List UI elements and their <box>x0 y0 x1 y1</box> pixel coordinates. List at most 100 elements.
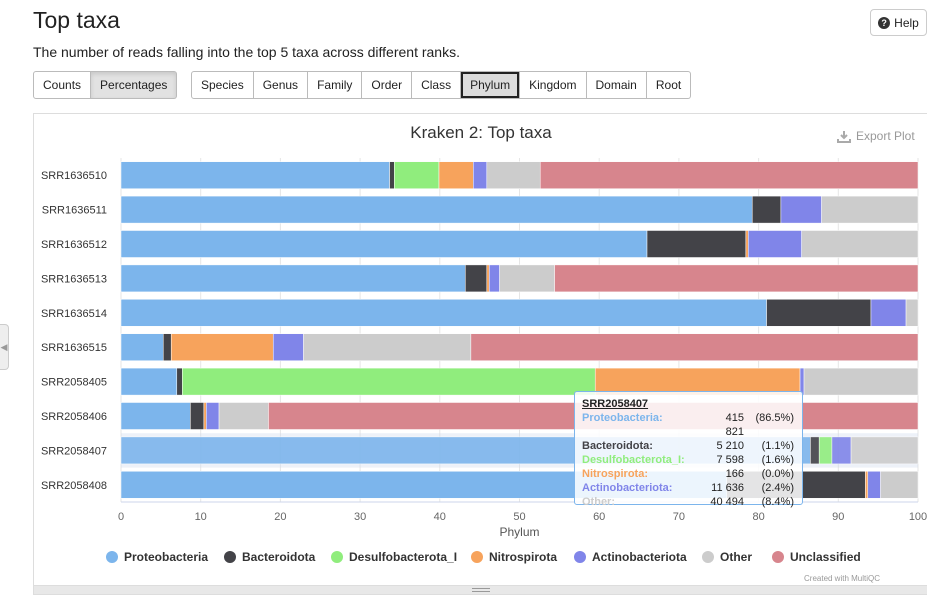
tooltip-series-percent: (86.5%) <box>755 412 794 424</box>
bar-other-srr1636512 <box>801 230 919 258</box>
plot-container: SRR1636510 SRR1636511 SRR1636512 SRR1636513… <box>33 113 927 595</box>
x-tick-label: 100 <box>909 511 927 523</box>
tooltip-series-percent: (2.4%) <box>761 482 794 494</box>
legend-item[interactable]: Nitrospirota <box>489 550 557 564</box>
legend-item[interactable]: Proteobacteria <box>124 550 208 564</box>
tooltip-series-value: 166 <box>725 468 744 480</box>
bar-bacteroidota-srr1636512 <box>646 230 747 258</box>
bar-nitrospirota-srr1636515 <box>170 333 274 361</box>
legend-item[interactable]: Actinobacteriota <box>592 550 687 564</box>
bar-bacteroidota-srr1636515 <box>162 333 172 361</box>
tooltip-series-name: Nitrospirota: <box>582 468 648 480</box>
x-tick-label: 10 <box>195 511 207 523</box>
tooltip-row: Desulfobacterota_I: 7 598 (1.6%) <box>582 453 796 467</box>
tooltip-series-name: Bacteroidota: <box>582 440 653 452</box>
help-button[interactable]: ? Help <box>870 9 927 36</box>
tooltip-series-value: 5 210 <box>716 440 744 452</box>
counts-button[interactable]: Counts <box>33 71 92 99</box>
legend-marker <box>702 551 714 563</box>
y-tick-label: SRR2058408 <box>41 480 107 492</box>
legend-item[interactable]: Other <box>720 550 752 564</box>
bar-proteobacteria-srr2058406 <box>120 402 191 430</box>
legend-item[interactable]: Desulfobacterota_I <box>349 550 457 564</box>
y-tick-label: SRR1636515 <box>41 342 107 354</box>
mode-toggle-group: Counts Percentages <box>33 71 178 99</box>
export-plot-button[interactable]: Export Plot <box>837 129 915 143</box>
x-tick-label: 60 <box>593 511 605 523</box>
bar-other-srr2058405 <box>803 367 919 396</box>
credit-text: Created with MultiQC <box>804 574 881 583</box>
bar-unclassified-srr1636515 <box>470 333 919 361</box>
bar-other-srr2058407 <box>850 436 919 465</box>
x-tick-label: 90 <box>832 511 844 523</box>
rank-class-button[interactable]: Class <box>412 71 462 99</box>
bar-nitrospirota-srr1636510 <box>438 161 474 189</box>
bar-proteobacteria-srr1636511 <box>120 195 753 224</box>
legend-marker <box>224 551 236 563</box>
section-description: The number of reads falling into the top… <box>33 44 460 60</box>
legend-item[interactable]: Unclassified <box>790 550 861 564</box>
bar-bacteroidota-srr1636513 <box>465 264 488 293</box>
tooltip-series-percent: (1.1%) <box>761 440 794 452</box>
bar-desulfobacterota-i-srr1636510 <box>394 161 440 189</box>
rank-kingdom-button[interactable]: Kingdom <box>520 71 587 99</box>
bar-bacteroidota-srr2058405 <box>176 367 183 396</box>
rank-species-button[interactable]: Species <box>191 71 254 99</box>
export-plot-label: Export Plot <box>856 129 915 143</box>
tooltip-series-value: 40 494 <box>710 496 744 508</box>
y-tick-label: SRR1636513 <box>41 273 107 285</box>
help-label: Help <box>894 15 919 30</box>
bar-bacteroidota-srr1636510 <box>389 161 395 189</box>
bar-actinobacteriota-srr1636512 <box>747 230 802 258</box>
chart-tooltip: SRR2058407 Proteobacteria: 415 821 (86.5%)… <box>574 391 803 508</box>
x-tick-label: 30 <box>354 511 366 523</box>
percentages-button[interactable]: Percentages <box>91 71 178 99</box>
rank-genus-button[interactable]: Genus <box>253 71 309 99</box>
bar-nitrospirota-srr2058406 <box>203 402 207 430</box>
tooltip-series-name: Desulfobacterota_I: <box>582 454 685 466</box>
bar-other-srr1636513 <box>499 264 555 293</box>
x-tick-label: 80 <box>752 511 764 523</box>
rank-domain-button[interactable]: Domain <box>586 71 647 99</box>
tooltip-series-value: 7 598 <box>716 454 744 466</box>
y-tick-label: SRR2058406 <box>41 411 107 423</box>
rank-root-button[interactable]: Root <box>646 71 692 99</box>
x-tick-label: 50 <box>513 511 525 523</box>
bar-nitrospirota-srr2058405 <box>594 367 801 396</box>
bar-nitrospirota-srr2058408 <box>865 471 869 499</box>
tooltip-title: SRR2058407 <box>582 398 649 410</box>
tooltip-series-percent: (8.4%) <box>761 496 794 508</box>
tooltip-row: Nitrospirota: 166 (0.0%) <box>582 467 796 481</box>
bar-proteobacteria-srr1636510 <box>120 161 390 189</box>
bar-nitrospirota-srr1636513 <box>486 264 490 293</box>
rank-order-button[interactable]: Order <box>362 71 413 99</box>
bar-proteobacteria-srr1636513 <box>120 264 466 293</box>
tooltip-series-name: Actinobacteriota: <box>582 482 673 494</box>
bar-desulfobacterota-i-srr2058405 <box>182 367 596 396</box>
bar-actinobacteriota-srr2058407 <box>831 436 852 465</box>
y-tick-label: SRR1636512 <box>41 239 107 251</box>
legend-marker <box>772 551 784 563</box>
bar-nitrospirota-srr1636512 <box>745 230 749 258</box>
rank-family-button[interactable]: Family <box>308 71 363 99</box>
tooltip-series-percent: (0.0%) <box>761 468 794 480</box>
bar-other-srr1636510 <box>486 161 541 189</box>
x-tick-label: 40 <box>434 511 446 523</box>
tooltip-series-value: 415 821 <box>725 412 744 438</box>
rank-phylum-button[interactable]: Phylum <box>461 71 521 99</box>
bar-actinobacteriota-srr1636511 <box>780 195 822 224</box>
bar-other-srr1636511 <box>821 195 919 224</box>
sidebar-toggle[interactable]: ◀ <box>0 324 9 370</box>
chart-svg: SRR1636510 SRR1636511 SRR1636512 SRR1636513… <box>41 158 927 564</box>
tooltip-row: Other: 40 494 (8.4%) <box>582 495 796 509</box>
legend-marker <box>106 551 118 563</box>
bar-proteobacteria-srr1636514 <box>120 299 767 327</box>
x-tick-label: 70 <box>673 511 685 523</box>
x-tick-label: 0 <box>118 511 124 523</box>
y-tick-label: SRR1636510 <box>41 170 107 182</box>
y-tick-label: SRR2058405 <box>41 377 107 389</box>
bar-actinobacteriota-srr2058406 <box>206 402 220 430</box>
help-icon: ? <box>878 16 891 29</box>
plot-resize-handle[interactable] <box>34 585 927 594</box>
legend-item[interactable]: Bacteroidota <box>242 550 316 564</box>
